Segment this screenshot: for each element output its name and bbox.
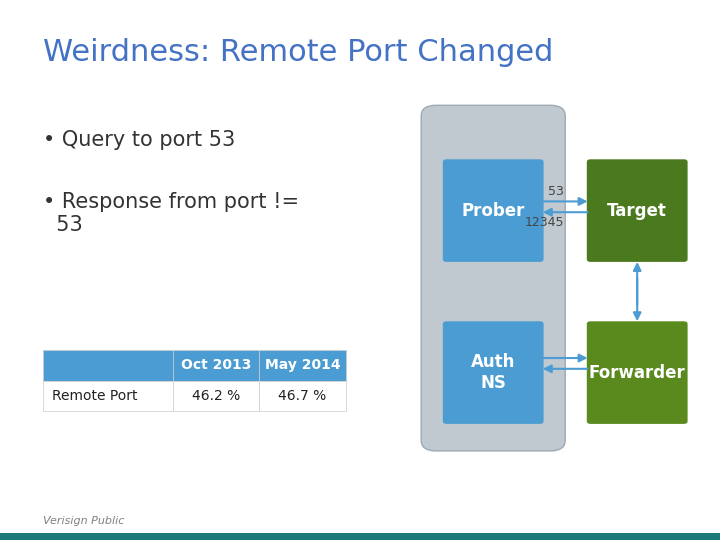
Text: Prober: Prober <box>462 201 525 220</box>
Text: • Response from port !=
  53: • Response from port != 53 <box>43 192 300 235</box>
Text: 46.7 %: 46.7 % <box>278 389 327 403</box>
Text: Oct 2013: Oct 2013 <box>181 359 251 372</box>
FancyBboxPatch shape <box>443 159 544 262</box>
Text: Target: Target <box>607 201 667 220</box>
FancyBboxPatch shape <box>43 350 173 381</box>
FancyBboxPatch shape <box>587 159 688 262</box>
FancyBboxPatch shape <box>259 381 346 411</box>
FancyBboxPatch shape <box>173 381 259 411</box>
Text: Forwarder: Forwarder <box>589 363 685 382</box>
Text: Verisign Public: Verisign Public <box>43 516 125 526</box>
FancyBboxPatch shape <box>421 105 565 451</box>
Text: 53: 53 <box>548 185 564 198</box>
Text: May 2014: May 2014 <box>264 359 341 372</box>
Text: Weirdness: Remote Port Changed: Weirdness: Remote Port Changed <box>43 38 554 67</box>
FancyBboxPatch shape <box>43 381 173 411</box>
Text: Auth
NS: Auth NS <box>471 353 516 392</box>
Text: 46.2 %: 46.2 % <box>192 389 240 403</box>
Text: • Query to port 53: • Query to port 53 <box>43 130 235 150</box>
Text: 12345: 12345 <box>524 216 564 229</box>
Text: Remote Port: Remote Port <box>52 389 138 403</box>
FancyBboxPatch shape <box>259 350 346 381</box>
FancyBboxPatch shape <box>443 321 544 424</box>
FancyBboxPatch shape <box>173 350 259 381</box>
FancyBboxPatch shape <box>587 321 688 424</box>
Bar <box>0 533 720 540</box>
